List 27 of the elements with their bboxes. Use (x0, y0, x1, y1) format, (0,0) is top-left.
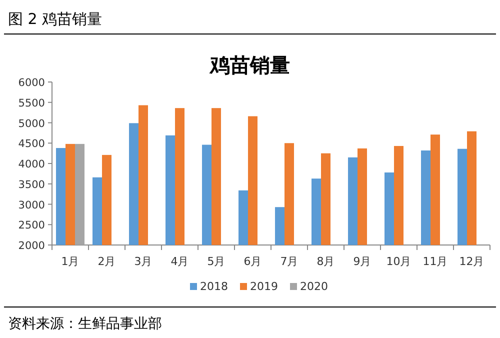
y-tick-label: 4500 (18, 138, 45, 150)
x-tick-label: 6月 (244, 255, 262, 268)
x-tick-label: 10月 (386, 255, 412, 268)
y-tick-label: 3500 (18, 178, 45, 191)
caption: 图 2 鸡苗销量 (8, 10, 102, 28)
x-tick-label: 12月 (459, 255, 484, 268)
y-tick-label: 2000 (18, 240, 45, 252)
y-tick-label: 3000 (18, 199, 45, 212)
x-tick-label: 4月 (170, 255, 189, 268)
legend-label: 2020 (300, 280, 328, 293)
y-tick-label: 6000 (18, 77, 45, 89)
x-tick-label: 5月 (207, 255, 226, 268)
y-tick-label: 4000 (18, 158, 45, 170)
x-tick-label: 2月 (98, 255, 116, 268)
x-tick-label: 11月 (422, 255, 448, 268)
text: 资料来源：生鲜品事业部 (8, 316, 162, 332)
x-tick-label: 8月 (316, 255, 335, 268)
x-tick-label: 1月 (61, 255, 80, 268)
x-tick-label: 7月 (280, 255, 298, 268)
x-tick-label: 3月 (134, 255, 152, 268)
y-tick-label: 5000 (18, 118, 45, 130)
x-tick-label: 9月 (353, 255, 372, 268)
y-tick-label: 2500 (18, 220, 45, 232)
legend-label: 2019 (250, 280, 278, 293)
chart-title: 鸡苗销量 (209, 55, 290, 77)
y-tick-label: 5500 (18, 97, 45, 110)
legend-label: 2018 (200, 280, 228, 293)
